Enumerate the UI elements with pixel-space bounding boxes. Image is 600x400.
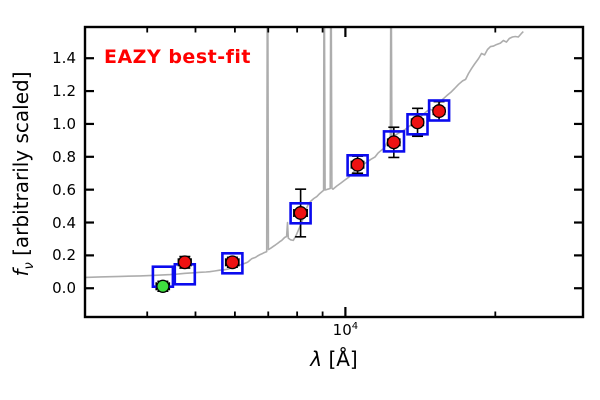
model-photometry-square	[406, 113, 429, 136]
y-tick-label: 0.0	[52, 279, 76, 298]
flux-subscript: ν	[22, 262, 37, 270]
x-axis-unit: [Å]	[322, 347, 358, 371]
y-tick-label: 1.0	[52, 114, 76, 133]
spectrum-curve	[84, 26, 524, 279]
observed-photometry-point	[386, 135, 401, 150]
observed-photometry-point	[225, 255, 240, 270]
model-photometry-square	[382, 130, 406, 153]
model-photometry-square	[346, 154, 369, 177]
axis-frame	[83, 25, 585, 319]
y-tick-label: 1.2	[52, 82, 76, 101]
lambda-symbol: λ	[310, 347, 323, 371]
model-photometry-square	[289, 202, 312, 225]
y-axis-label: fν [arbitrarily scaled]	[9, 24, 37, 324]
flagged-photometry-point	[156, 279, 170, 293]
x-tick-label-10e4: 104	[323, 321, 367, 339]
observed-photometry-point	[350, 157, 365, 172]
x-axis-label: λ [Å]	[264, 347, 404, 371]
x-tick-base: 10	[332, 321, 352, 339]
model-photometry-square	[427, 99, 451, 122]
y-tick-label: 0.6	[52, 180, 76, 199]
model-photometry-square	[221, 252, 244, 275]
flux-symbol: f	[9, 269, 33, 277]
observed-photometry-point	[293, 206, 308, 220]
bestfit-annotation: EAZY best-fit	[104, 46, 251, 68]
y-tick-label: 1.4	[52, 49, 76, 68]
observed-photometry-point	[410, 115, 425, 130]
y-tick-label: 0.2	[52, 246, 76, 265]
y-tick-label: 0.4	[52, 213, 76, 232]
observed-photometry-point	[432, 104, 447, 119]
y-tick-label: 0.8	[52, 147, 76, 166]
x-tick-exponent: 4	[351, 321, 359, 332]
y-axis-unit: [arbitrarily scaled]	[9, 71, 33, 263]
observed-photometry-point	[177, 255, 192, 270]
